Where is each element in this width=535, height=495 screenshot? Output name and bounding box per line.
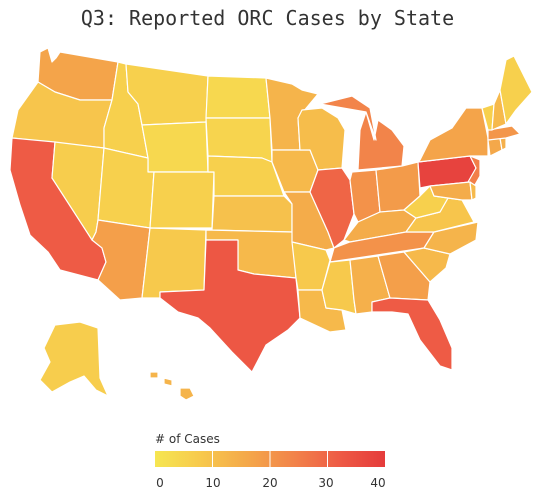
map-title: Q3: Reported ORC Cases by State: [80, 6, 455, 30]
state-SD[interactable]: [205, 117, 273, 163]
legend-tick-0: 0: [156, 476, 164, 490]
state-TX[interactable]: [159, 239, 301, 373]
legend-color-bar: [155, 451, 385, 467]
state-WY[interactable]: [141, 121, 209, 173]
legend-tick-10: 10: [205, 476, 221, 490]
state-AK[interactable]: [39, 321, 109, 397]
legend-title: # of Cases: [155, 432, 220, 446]
state-SC[interactable]: [403, 247, 451, 283]
state-HI[interactable]: [149, 371, 195, 401]
state-NM[interactable]: [141, 227, 207, 299]
state-UT[interactable]: [97, 147, 155, 229]
legend-tick-30: 30: [318, 476, 334, 490]
state-CO[interactable]: [149, 171, 215, 229]
state-FL[interactable]: [371, 297, 453, 371]
state-NC[interactable]: [423, 221, 479, 255]
state-KS[interactable]: [211, 195, 293, 233]
state-MA[interactable]: [487, 125, 521, 141]
state-MI[interactable]: [319, 95, 405, 171]
legend-tick-40: 40: [370, 476, 386, 490]
state-NY[interactable]: [417, 107, 489, 163]
legend-tick-20: 20: [262, 476, 278, 490]
state-DE[interactable]: [469, 181, 477, 201]
state-ME[interactable]: [499, 55, 533, 125]
state-ND[interactable]: [205, 75, 271, 119]
state-GA[interactable]: [377, 251, 431, 301]
